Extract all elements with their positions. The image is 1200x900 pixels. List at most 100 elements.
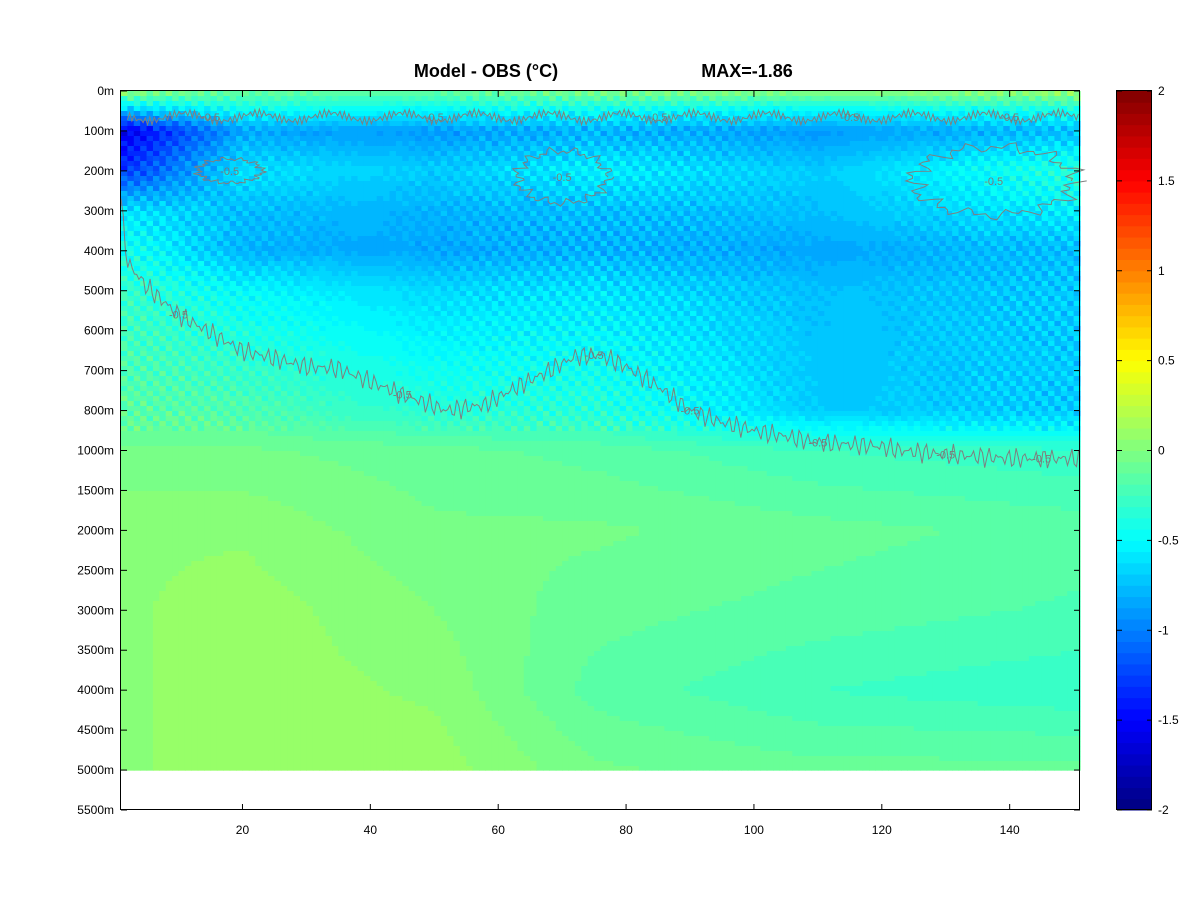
heatmap-cell — [377, 211, 384, 217]
heatmap-cell — [741, 216, 748, 222]
heatmap-cell — [920, 251, 927, 257]
heatmap-cell — [537, 191, 544, 197]
heatmap-cell — [242, 106, 249, 112]
heatmap-cell — [569, 111, 576, 117]
heatmap-cell — [792, 211, 799, 217]
heatmap-cell — [978, 96, 985, 102]
heatmap-cell — [421, 156, 428, 162]
heatmap-cell — [1042, 241, 1049, 247]
heatmap-cell — [1067, 151, 1074, 157]
heatmap-cell — [652, 156, 659, 162]
heatmap-cell — [332, 226, 339, 232]
heatmap-cell — [377, 191, 384, 197]
heatmap-cell — [377, 221, 384, 227]
heatmap-cell — [581, 226, 588, 232]
heatmap-cell — [492, 241, 499, 247]
heatmap-cell — [645, 181, 652, 187]
heatmap-cell — [255, 126, 262, 132]
heatmap-cell — [204, 201, 211, 207]
heatmap-cell — [805, 246, 812, 252]
heatmap-cell — [696, 196, 703, 202]
heatmap-cell — [383, 186, 390, 192]
heatmap-cell — [818, 211, 825, 217]
heatmap-cell — [882, 201, 889, 207]
heatmap-cell — [716, 151, 723, 157]
heatmap-cell — [223, 186, 230, 192]
heatmap-cell — [530, 141, 537, 147]
heatmap-cell — [409, 186, 416, 192]
heatmap-cell — [421, 106, 428, 112]
heatmap-cell — [383, 156, 390, 162]
heatmap-cell — [147, 101, 154, 107]
heatmap-cell — [473, 221, 480, 227]
heatmap-cell — [920, 121, 927, 127]
heatmap-cell — [332, 186, 339, 192]
heatmap-cell — [773, 216, 780, 222]
heatmap-cell — [760, 241, 767, 247]
heatmap-cell — [409, 151, 416, 157]
heatmap-cell — [780, 131, 787, 137]
heatmap-cell — [121, 116, 128, 122]
heatmap-cell — [447, 96, 454, 102]
heatmap-cell — [377, 181, 384, 187]
heatmap-cell — [211, 251, 218, 257]
heatmap-cell — [965, 156, 972, 162]
heatmap-cell — [882, 221, 889, 227]
heatmap-cell — [351, 221, 358, 227]
heatmap-cell — [754, 221, 761, 227]
heatmap-cell — [613, 156, 620, 162]
heatmap-cell — [505, 216, 512, 222]
heatmap-cell — [434, 216, 441, 222]
heatmap-cell — [332, 251, 339, 257]
heatmap-cell — [262, 131, 269, 137]
heatmap-cell — [716, 251, 723, 257]
heatmap-cell — [1010, 91, 1017, 97]
heatmap-cell — [735, 166, 742, 172]
heatmap-cell — [920, 131, 927, 137]
heatmap-cell — [505, 226, 512, 232]
heatmap-cell — [837, 201, 844, 207]
heatmap-cell — [217, 246, 224, 252]
heatmap-cell — [421, 126, 428, 132]
heatmap-cell — [268, 126, 275, 132]
heatmap-cell — [338, 251, 345, 257]
heatmap-cell — [1054, 221, 1061, 227]
heatmap-cell — [294, 201, 301, 207]
heatmap-cell — [562, 211, 569, 217]
heatmap-cell — [249, 146, 256, 152]
heatmap-cell — [383, 181, 390, 187]
heatmap-cell — [639, 121, 646, 127]
heatmap-cell — [735, 106, 742, 112]
heatmap-cell — [1010, 101, 1017, 107]
heatmap-cell — [306, 91, 313, 97]
heatmap-cell — [492, 146, 499, 152]
heatmap-cell — [767, 96, 774, 102]
heatmap-cell — [811, 171, 818, 177]
heatmap-cell — [556, 156, 563, 162]
heatmap-cell — [1029, 201, 1036, 207]
heatmap-cell — [831, 121, 838, 127]
heatmap-cell — [1035, 251, 1042, 257]
heatmap-cell — [780, 151, 787, 157]
heatmap-cell — [831, 116, 838, 122]
heatmap-cell — [319, 91, 326, 97]
heatmap-cell — [1035, 196, 1042, 202]
heatmap-cell — [920, 226, 927, 232]
heatmap-cell — [805, 161, 812, 167]
heatmap-cell — [965, 96, 972, 102]
heatmap-cell — [358, 186, 365, 192]
heatmap-cell — [569, 96, 576, 102]
heatmap-cell — [402, 131, 409, 137]
heatmap-cell — [204, 226, 211, 232]
heatmap-cell — [485, 201, 492, 207]
heatmap-cell — [601, 226, 608, 232]
heatmap-cell — [588, 106, 595, 112]
heatmap-cell — [626, 136, 633, 142]
heatmap-cell — [856, 236, 863, 242]
heatmap-cell — [620, 201, 627, 207]
heatmap-cell — [198, 256, 205, 262]
heatmap-cell — [242, 176, 249, 182]
heatmap-cell — [172, 176, 179, 182]
heatmap-cell — [211, 211, 218, 217]
heatmap-cell — [473, 96, 480, 102]
